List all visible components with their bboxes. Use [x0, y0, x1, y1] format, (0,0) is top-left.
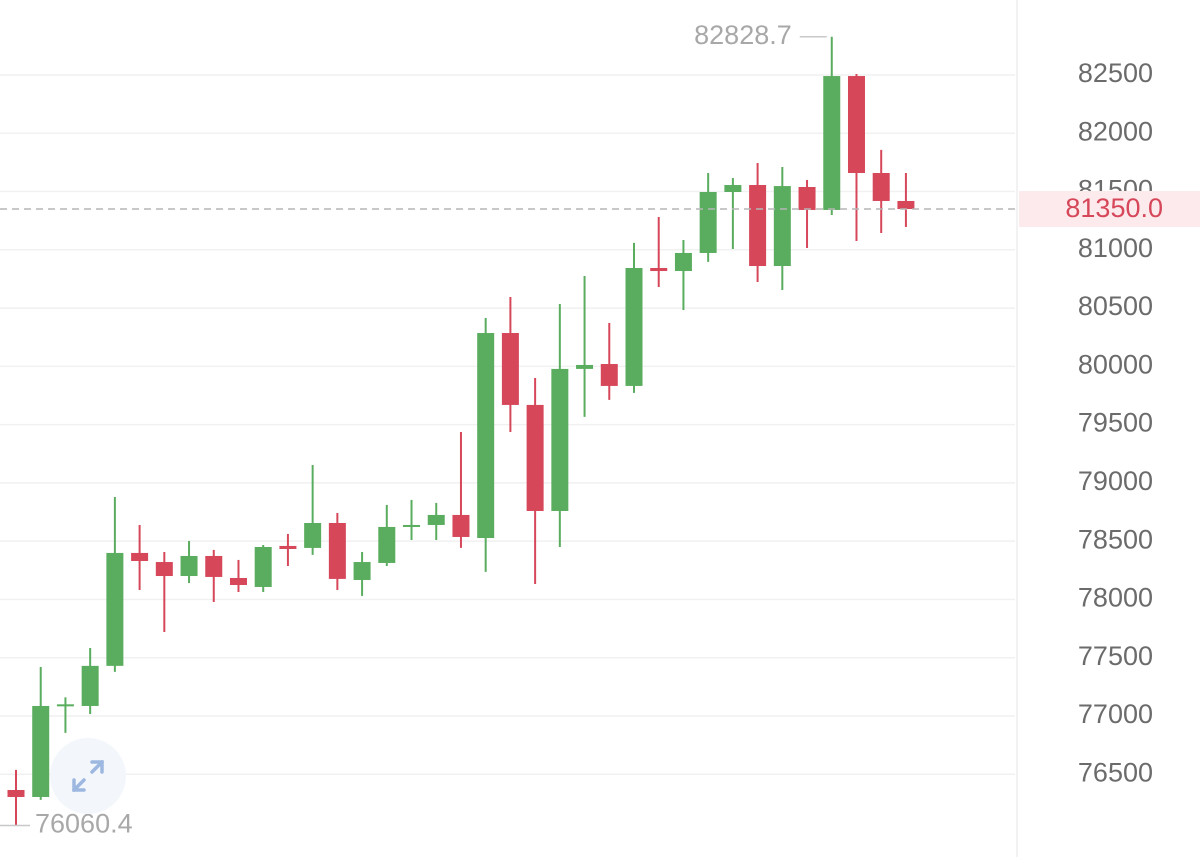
candle-body	[353, 562, 371, 580]
candle-body	[229, 577, 247, 585]
candle-body	[279, 545, 297, 549]
candle-body	[205, 555, 223, 577]
candle-body	[477, 333, 495, 539]
candle-body	[650, 267, 668, 272]
y-tick-label: 78500	[1078, 524, 1153, 554]
candle-body	[526, 404, 544, 511]
candle-body	[427, 514, 445, 525]
y-tick-label: 78000	[1078, 583, 1153, 613]
y-tick-label: 76500	[1078, 757, 1153, 787]
candle-body	[180, 555, 198, 577]
candle-body	[403, 524, 421, 527]
y-tick-label: 81000	[1078, 233, 1153, 263]
candle-body	[452, 514, 470, 537]
expand-icon	[72, 760, 104, 792]
candles	[7, 36, 915, 826]
y-tick-label: 80500	[1078, 291, 1153, 321]
candle-body	[699, 192, 717, 253]
candle-body	[749, 185, 767, 267]
candle-body	[304, 522, 322, 548]
y-tick-label: 82000	[1078, 116, 1153, 146]
candle-body	[674, 252, 692, 272]
candle-body	[773, 186, 791, 267]
y-tick-label: 77000	[1078, 699, 1153, 729]
candle-body	[378, 526, 396, 563]
y-tick-label: 77500	[1078, 641, 1153, 671]
y-tick-label: 80000	[1078, 349, 1153, 379]
candle-body	[81, 665, 99, 706]
candle-body	[576, 364, 594, 369]
expand-button[interactable]	[50, 738, 126, 814]
y-tick-label: 79500	[1078, 408, 1153, 438]
candle-body	[823, 76, 841, 210]
y-tick-label: 82500	[1078, 58, 1153, 88]
grid	[0, 74, 1015, 776]
candle-body	[32, 705, 50, 797]
candle-body	[7, 789, 25, 797]
labels: 76500 77000 77500 78000 78500 79000 79500 80000…	[0, 20, 1200, 839]
candle-body	[600, 364, 618, 386]
last-price-tag	[1019, 191, 1200, 228]
candle-body	[625, 267, 643, 386]
candle-body	[897, 200, 915, 210]
candle-body	[501, 333, 519, 405]
candle-body	[551, 368, 569, 511]
candle-body	[872, 173, 890, 201]
candle-body	[155, 562, 173, 577]
candle-body	[798, 186, 816, 210]
candle-body	[724, 185, 742, 193]
candle-body	[328, 522, 346, 579]
candle-body	[56, 704, 74, 707]
expand-button-bg	[50, 738, 126, 814]
candle-body	[106, 552, 124, 666]
candle-body	[131, 552, 149, 561]
candle-body	[254, 546, 272, 587]
high-label: 82828.7	[694, 20, 792, 50]
y-tick-label: 79000	[1078, 466, 1153, 496]
candle-body	[847, 76, 865, 174]
last-price-label: 81350.0	[1065, 193, 1163, 223]
